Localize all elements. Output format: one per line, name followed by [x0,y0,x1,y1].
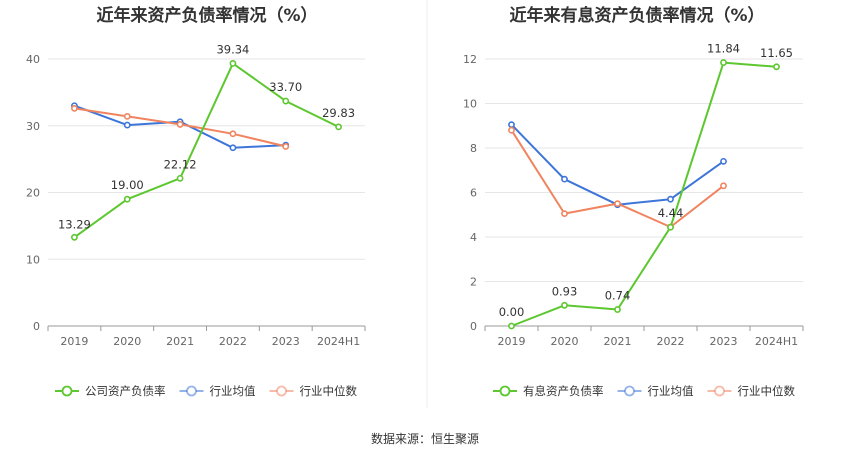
legend-label: 行业均值 [648,384,694,398]
legend-swatch-marker [276,385,287,397]
data-label: 39.34 [216,42,249,56]
data-point-industry_median [71,104,78,112]
x-tick-label: 2024H1 [317,335,360,348]
data-point-industry_avg [720,157,727,165]
x-tick-label: 2023 [272,335,300,348]
right-chart: 近年来有息资产负债率情况（%） 0 2 4 6 8 10 12 2019 2020 2021 2022… [463,5,804,398]
data-point-company [508,322,515,330]
x-tick-label: 2020 [551,335,579,348]
data-point-industry_median [282,143,290,150]
x-tick-label: 2021 [166,335,194,348]
data-point-company [123,195,131,203]
x-tick-label: 2019 [498,335,526,348]
series-line-company [73,62,340,239]
data-label: 29.83 [322,106,355,120]
legend-swatch-marker [714,385,725,397]
data-point-industry_median [508,126,515,134]
x-tick-label: 2021 [604,335,632,348]
y-tick-label: 40 [26,53,40,66]
x-tick-label: 2024H1 [755,335,798,348]
left-chart: 近年来资产负债率情况（%） 0 10 20 30 40 2019 2020 2021 2022 20… [26,5,366,398]
data-point-company [71,233,78,241]
data-point-industry_median [229,130,237,138]
data-point-company [282,97,290,105]
data-label: 13.29 [58,217,91,231]
data-point-industry_median [720,182,727,190]
data-label: 0.74 [605,289,631,303]
legend-swatch-marker [499,385,511,397]
data-point-company [773,63,780,71]
data-point-industry_avg [508,121,515,129]
data-label: 0.93 [552,284,578,298]
y-tick-label: 20 [26,187,40,200]
data-point-company [667,223,674,231]
data-label: 0.00 [499,305,525,319]
data-point-industry_avg [123,121,131,129]
legend-label: 行业均值 [210,384,256,398]
legend-label: 公司资产负债率 [85,384,166,398]
data-point-company [720,59,727,66]
data-label: 33.70 [269,80,302,94]
data-label: 4.44 [658,206,684,220]
y-tick-label: 0 [33,320,40,333]
data-point-company [614,306,621,313]
legend-swatch-marker [624,385,635,397]
y-tick-label: 12 [463,53,477,66]
legend-label: 行业中位数 [738,384,796,398]
data-point-industry_median [176,121,184,128]
data-label: 11.65 [760,46,793,60]
chart-title: 近年来有息资产负债率情况（%） [509,5,764,26]
legend-swatch-marker [61,385,73,397]
chart-title: 近年来资产负债率情况（%） [96,5,317,26]
data-point-company [561,301,568,309]
data-point-industry_avg [229,144,237,152]
y-tick-label: 10 [26,253,40,266]
series-line-industry_median [510,129,725,228]
x-tick-label: 2022 [657,335,685,348]
data-point-company [176,174,184,182]
y-tick-label: 10 [463,98,477,111]
data-label: 19.00 [111,178,144,192]
data-point-company [229,60,237,67]
y-tick-label: 0 [470,320,477,333]
data-point-industry_median [614,200,621,208]
data-point-industry_avg [561,175,568,183]
data-point-industry_median [561,210,568,218]
legend-label: 有息资产负债率 [523,384,604,398]
source-label: 数据来源：恒生聚源 [371,431,479,446]
y-tick-label: 2 [470,276,477,289]
y-tick-label: 8 [470,142,477,155]
data-label: 11.84 [707,42,740,56]
data-point-industry_avg [667,195,674,203]
x-tick-label: 2019 [60,335,88,348]
legend-label: 行业中位数 [300,384,358,398]
series-line-company [511,61,777,327]
data-point-company [335,123,342,131]
y-tick-label: 6 [470,187,477,200]
y-tick-label: 4 [470,231,477,244]
data-point-industry_median [123,113,131,120]
x-tick-label: 2020 [113,335,141,348]
x-tick-label: 2023 [710,335,738,348]
x-tick-label: 2022 [219,335,247,348]
y-tick-label: 30 [26,120,40,133]
legend-swatch-marker [186,385,197,397]
data-label: 22.12 [164,157,197,171]
